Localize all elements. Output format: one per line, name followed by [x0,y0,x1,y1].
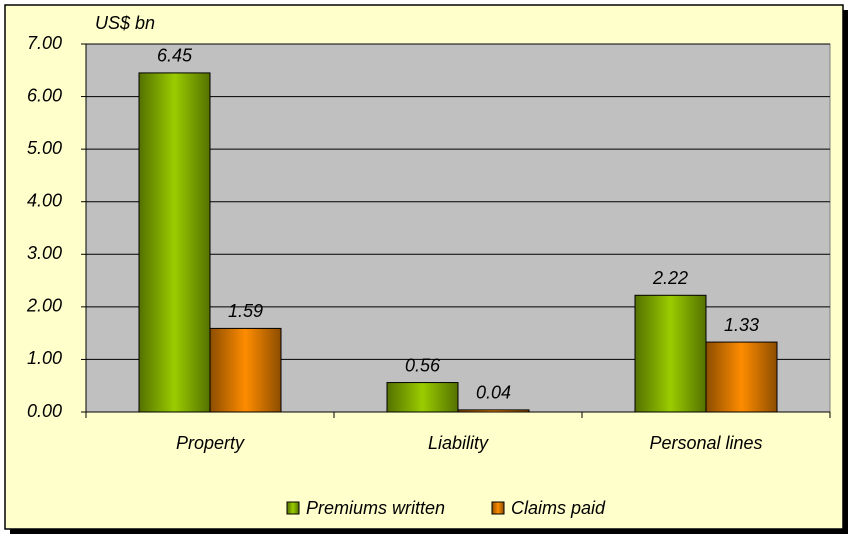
data-label: 0.04 [476,383,511,403]
data-label: 6.45 [157,46,193,66]
x-tick-label: Personal lines [649,433,762,453]
legend-swatch-shading [492,502,504,514]
bar [386,382,459,413]
legend-swatch-shading [287,502,299,514]
y-tick-label: 0.00 [27,401,62,421]
data-label: 1.59 [228,301,263,321]
bar [634,294,707,413]
legend-label: Claims paid [511,498,606,518]
y-tick-label: 3.00 [27,243,62,263]
legend-label: Premiums written [306,498,445,518]
bar [705,341,778,413]
data-label: 0.56 [405,355,441,375]
y-tick-label: 5.00 [27,138,62,158]
y-tick-label: 4.00 [27,190,62,210]
bar [209,327,282,413]
data-label: 2.22 [652,268,688,288]
y-tick-label: 1.00 [27,348,62,368]
x-tick-label: Property [176,433,245,453]
y-tick-label: 7.00 [27,33,62,53]
x-tick-label: Liability [428,433,489,453]
y-tick-label: 6.00 [27,85,62,105]
y-axis-label: US$ bn [95,13,155,33]
y-tick-label: 2.00 [26,296,62,316]
data-label: 1.33 [724,315,759,335]
bar [457,409,530,413]
bar [138,72,211,413]
